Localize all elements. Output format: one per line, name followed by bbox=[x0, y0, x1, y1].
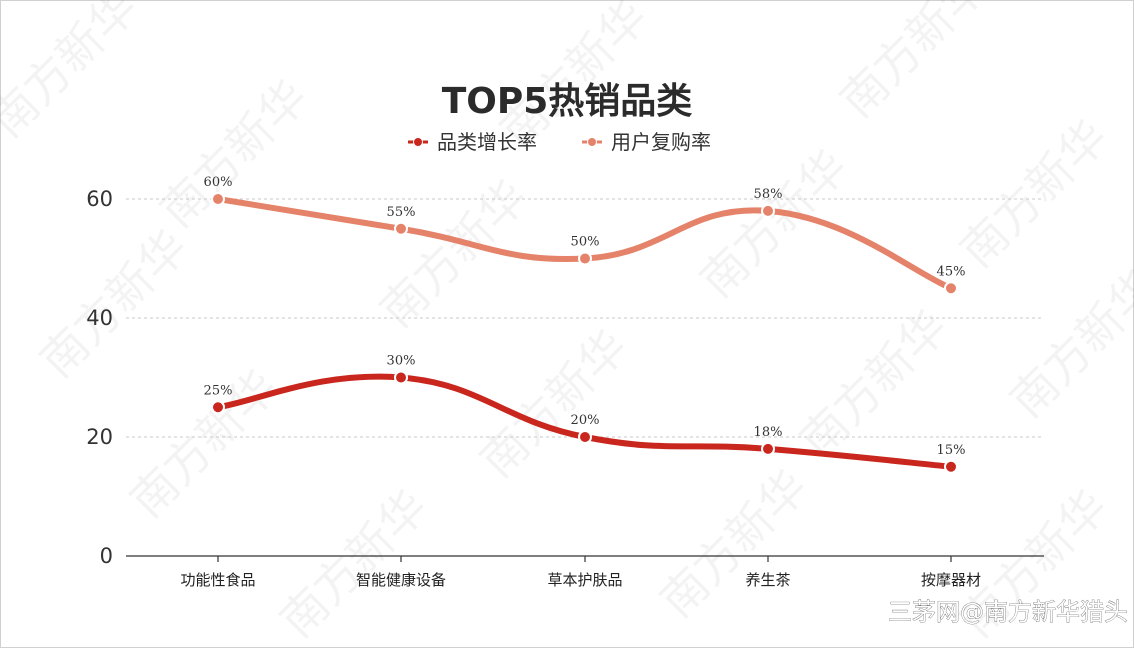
x-axis: 功能性食品 智能健康设备 草本护肤品 养生茶 按摩器材 bbox=[180, 556, 981, 589]
watermark-text: 南方新华 bbox=[1000, 259, 1134, 427]
legend-marker-growth bbox=[413, 137, 423, 147]
data-labels: 25% 30% 20% 18% 15% 60% 55% 50% 58% 45% bbox=[204, 175, 966, 458]
y-axis: 0 20 40 60 bbox=[86, 187, 113, 568]
watermark-text: 南方新华 bbox=[950, 109, 1118, 277]
legend-label-repurchase: 用户复购率 bbox=[611, 130, 711, 154]
watermark-text: 南方新华 bbox=[790, 299, 958, 467]
legend-item-growth: 品类增长率 bbox=[408, 130, 537, 154]
data-label-growth: 30% bbox=[387, 354, 416, 369]
x-tick-label: 智能健康设备 bbox=[356, 571, 446, 589]
data-point-repurchase bbox=[761, 203, 775, 218]
legend-item-repurchase: 用户复购率 bbox=[582, 130, 711, 154]
watermark-text: 南方新华 bbox=[830, 0, 998, 128]
data-label-growth: 20% bbox=[571, 413, 600, 428]
series-layer bbox=[211, 192, 958, 474]
data-label-growth: 15% bbox=[937, 443, 966, 458]
watermark-text: 南方新华 bbox=[0, 0, 148, 148]
x-tick-label: 功能性食品 bbox=[180, 571, 255, 589]
watermark-text: 南方新华 bbox=[30, 219, 198, 387]
data-point-growth bbox=[394, 370, 408, 385]
chart-title: TOP5热销品类 bbox=[442, 81, 693, 122]
data-point-growth bbox=[578, 430, 592, 444]
legend: 品类增长率 用户复购率 bbox=[408, 130, 711, 154]
legend-marker-repurchase bbox=[587, 137, 597, 147]
y-tick-label: 40 bbox=[86, 306, 113, 330]
data-point-repurchase bbox=[211, 192, 225, 206]
data-label-repurchase: 55% bbox=[387, 205, 416, 220]
watermark-text: 南方新华 bbox=[650, 459, 818, 627]
data-point-repurchase bbox=[394, 221, 408, 236]
x-tick-label: 养生茶 bbox=[745, 571, 790, 589]
data-label-repurchase: 60% bbox=[204, 175, 233, 190]
legend-label-growth: 品类增长率 bbox=[437, 130, 537, 154]
y-tick-label: 0 bbox=[100, 544, 113, 568]
data-point-growth bbox=[944, 459, 958, 474]
data-point-repurchase bbox=[578, 251, 592, 266]
data-point-growth bbox=[211, 400, 225, 415]
data-label-growth: 25% bbox=[204, 383, 233, 398]
data-label-repurchase: 50% bbox=[571, 235, 600, 250]
data-label-growth: 18% bbox=[754, 425, 783, 440]
x-tick-label: 按摩器材 bbox=[921, 571, 981, 589]
data-point-growth bbox=[761, 441, 775, 456]
footer-watermark: 三茅网@南方新华猎头 bbox=[888, 598, 1128, 626]
data-point-repurchase bbox=[944, 281, 958, 296]
data-label-repurchase: 45% bbox=[937, 264, 966, 279]
y-tick-label: 60 bbox=[86, 187, 113, 211]
data-label-repurchase: 58% bbox=[754, 187, 783, 202]
x-tick-label: 草本护肤品 bbox=[547, 571, 622, 589]
y-tick-label: 20 bbox=[86, 425, 113, 449]
watermark-text: 南方新华 bbox=[270, 479, 438, 647]
